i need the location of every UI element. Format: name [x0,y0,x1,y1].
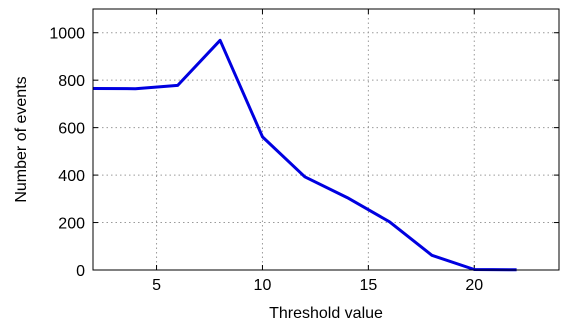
x-tick-label: 10 [254,277,272,294]
y-tick-label: 600 [58,121,85,138]
y-axis-label: Number of events [13,76,30,202]
x-axis-label: Threshold value [269,305,383,322]
x-tick-label: 5 [152,277,161,294]
y-tick-label: 800 [58,73,85,90]
x-tick-label: 15 [359,277,377,294]
series-line-0 [92,38,517,272]
y-tick-label: 1000 [49,26,85,43]
y-tick-label: 200 [58,216,85,233]
plot-frame [92,8,560,271]
y-tick-label: 0 [76,263,85,280]
y-tick-label: 400 [58,168,85,185]
x-tick-label: 20 [465,277,483,294]
grid-lines [93,9,559,270]
